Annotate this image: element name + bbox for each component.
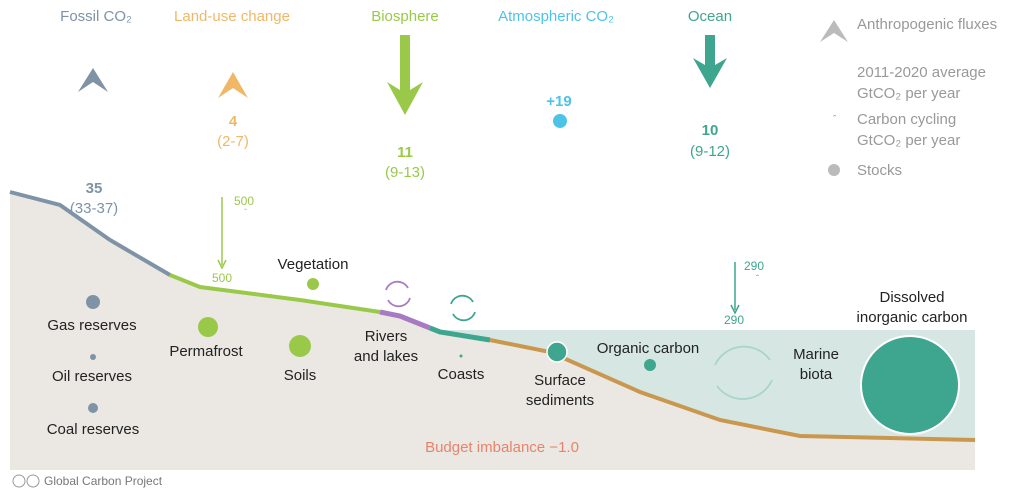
fossil-range: (33-37): [70, 200, 118, 217]
stock-dot: [644, 359, 656, 371]
stock-label: Coal reserves: [47, 421, 140, 438]
stock-label: Surface: [534, 372, 586, 389]
vegetation-edge: [169, 273, 381, 314]
sediment-edge: [489, 338, 976, 442]
stock-label: Gas reserves: [47, 317, 136, 334]
ocean-value: 10: [702, 122, 719, 139]
coasts-cycle-icon: [450, 294, 476, 322]
land-use-range: (2-7): [217, 133, 249, 150]
rivers-edge: [379, 309, 431, 331]
stock-label: Coasts: [438, 366, 485, 383]
stock-label: inorganic carbon: [857, 309, 968, 326]
stock-label: Oil reserves: [52, 368, 132, 385]
stock-dot: [289, 335, 311, 357]
stock-label: Rivers: [365, 328, 408, 345]
stock-label: Vegetation: [278, 256, 349, 273]
ocean-range: (9-12): [690, 143, 730, 160]
land-use-chevron: [218, 72, 248, 98]
stock-label: Permafrost: [169, 343, 243, 360]
coast-edge: [9, 190, 172, 277]
header-biosphere: Biosphere: [371, 8, 439, 25]
caret: ˆ: [756, 273, 759, 283]
stock-dot: [860, 335, 960, 435]
land-use-value: 4: [229, 113, 238, 130]
stock-label: Dissolved: [879, 289, 944, 306]
stock-dot: [90, 354, 96, 360]
coasts-edge: [429, 325, 491, 343]
caret: ˆ: [244, 207, 247, 217]
stock-dot: [88, 403, 98, 413]
rivers-cycle-icon: [385, 280, 411, 308]
arrow-head: [217, 259, 227, 270]
stock-dot: [86, 295, 100, 309]
stock-dot: [307, 278, 319, 290]
header-fossil: Fossil CO₂: [60, 8, 132, 25]
legend-cycling: GtCO₂ per year: [857, 132, 960, 149]
cc-icon: [12, 474, 26, 488]
header-atmosphere: Atmospheric CO₂: [498, 8, 614, 25]
biosphere-value: 11: [397, 144, 413, 161]
by-icon: [26, 474, 40, 488]
cycle-up-label: 500: [234, 194, 254, 208]
budget-imbalance: Budget imbalance −1.0: [425, 439, 579, 456]
stock-label: biota: [800, 366, 833, 383]
fossil-value: 35: [86, 180, 103, 197]
ocean-arrow: [693, 35, 727, 88]
header-land-use: Land-use change: [174, 8, 290, 25]
stock-label: Soils: [284, 367, 317, 384]
stock-label: sediments: [526, 392, 594, 409]
legend-chevron: [820, 20, 848, 42]
legend-cycling: Carbon cycling: [857, 111, 956, 128]
arrow-head: [730, 304, 740, 315]
legend-average: GtCO₂ per year: [857, 85, 960, 102]
land-area: [10, 192, 975, 470]
header-ocean: Ocean: [688, 8, 732, 25]
footer-credit: Global Carbon Project: [44, 474, 163, 488]
marine-cycle-icon: [714, 345, 773, 400]
legend-stock-dot: [828, 164, 840, 176]
legend-caret: ˆ: [833, 114, 837, 126]
biosphere-range: (9-13): [385, 164, 425, 181]
legend-average: 2011-2020 average: [857, 64, 986, 81]
cycle-down-label: 500: [212, 271, 232, 285]
legend-anthropogenic: Anthropogenic fluxes: [857, 16, 997, 33]
legend-stocks: Stocks: [857, 162, 902, 179]
stock-label: Marine: [793, 346, 839, 363]
stock-label: Organic carbon: [597, 340, 700, 357]
stock-dot: [198, 317, 218, 337]
stock-dot: [459, 354, 463, 358]
atmosphere-dot: [553, 114, 567, 128]
cycle-down-label: 290: [724, 313, 744, 327]
atmosphere-value: +19: [546, 93, 571, 110]
biosphere-arrow: [387, 35, 423, 115]
cycle-up-label: 290: [744, 259, 764, 273]
stock-dot: [546, 341, 568, 363]
stock-label: and lakes: [354, 348, 418, 365]
fossil-chevron: [78, 68, 108, 92]
